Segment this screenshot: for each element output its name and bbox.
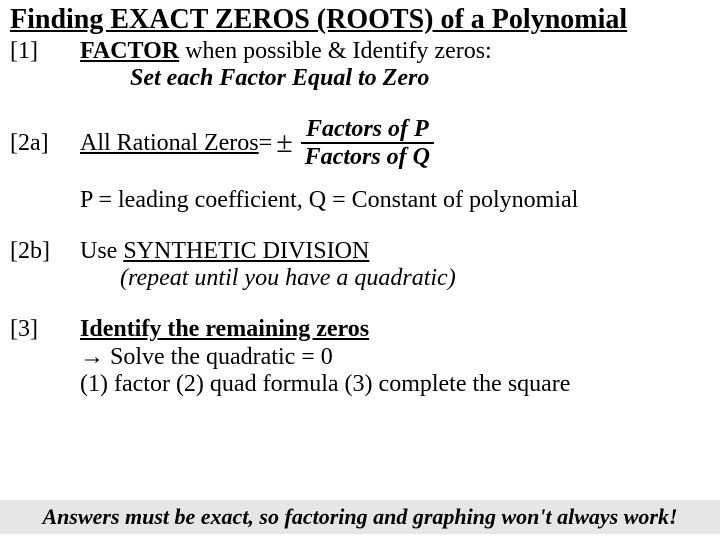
step-2b-keyword: SYNTHETIC DIVISION [123,238,369,264]
step-1: [1] FACTOR when possible & Identify zero… [10,38,710,65]
step-2b-label: [2b] [10,238,80,265]
step-1-label: [1] [10,38,80,65]
step-3-line3: (1) factor (2) quad formula (3) complete… [80,371,710,398]
step-2b: [2b] Use SYNTHETIC DIVISION [10,238,710,265]
step-3-content: Identify the remaining zeros → Solve the… [80,316,710,398]
step-3-line1: Identify the remaining zeros [80,316,710,343]
step-2a-eq: = [259,130,273,157]
step-2a-content: All Rational Zeros = ± Factors of P Fact… [80,116,710,171]
step-1-rest: when possible & Identify zeros: [179,38,492,64]
step-2b-content: Use SYNTHETIC DIVISION [80,238,710,265]
step-2b-pre: Use [80,238,123,264]
fraction-numerator: Factors of P [302,116,433,142]
step-3-line2: → Solve the quadratic = 0 [80,343,710,371]
page-title: Finding EXACT ZEROS (ROOTS) of a Polynom… [10,4,710,36]
step-2a-desc-row: P = leading coefficient, Q = Constant of… [10,187,710,214]
fraction-denominator: Factors of Q [301,144,434,170]
step-2a-desc: P = leading coefficient, Q = Constant of… [80,187,710,214]
arrow-right-icon: → [80,343,104,370]
step-2a: [2a] All Rational Zeros = ± Factors of P… [10,116,710,171]
plus-minus-icon: ± [272,128,296,158]
fraction: Factors of P Factors of Q [301,116,434,171]
step-3: [3] Identify the remaining zeros → Solve… [10,316,710,398]
step-1-note: Set each Factor Equal to Zero [130,65,710,92]
step-2b-note: (repeat until you have a quadratic) [120,265,710,292]
step-1-keyword: FACTOR [80,38,179,64]
step-2a-label: [2a] [10,130,80,157]
step-3-label: [3] [10,316,80,343]
step-2a-keyword: All Rational Zeros [80,130,259,157]
step-1-content: FACTOR when possible & Identify zeros: [80,38,710,65]
footer-note: Answers must be exact, so factoring and … [0,500,720,534]
